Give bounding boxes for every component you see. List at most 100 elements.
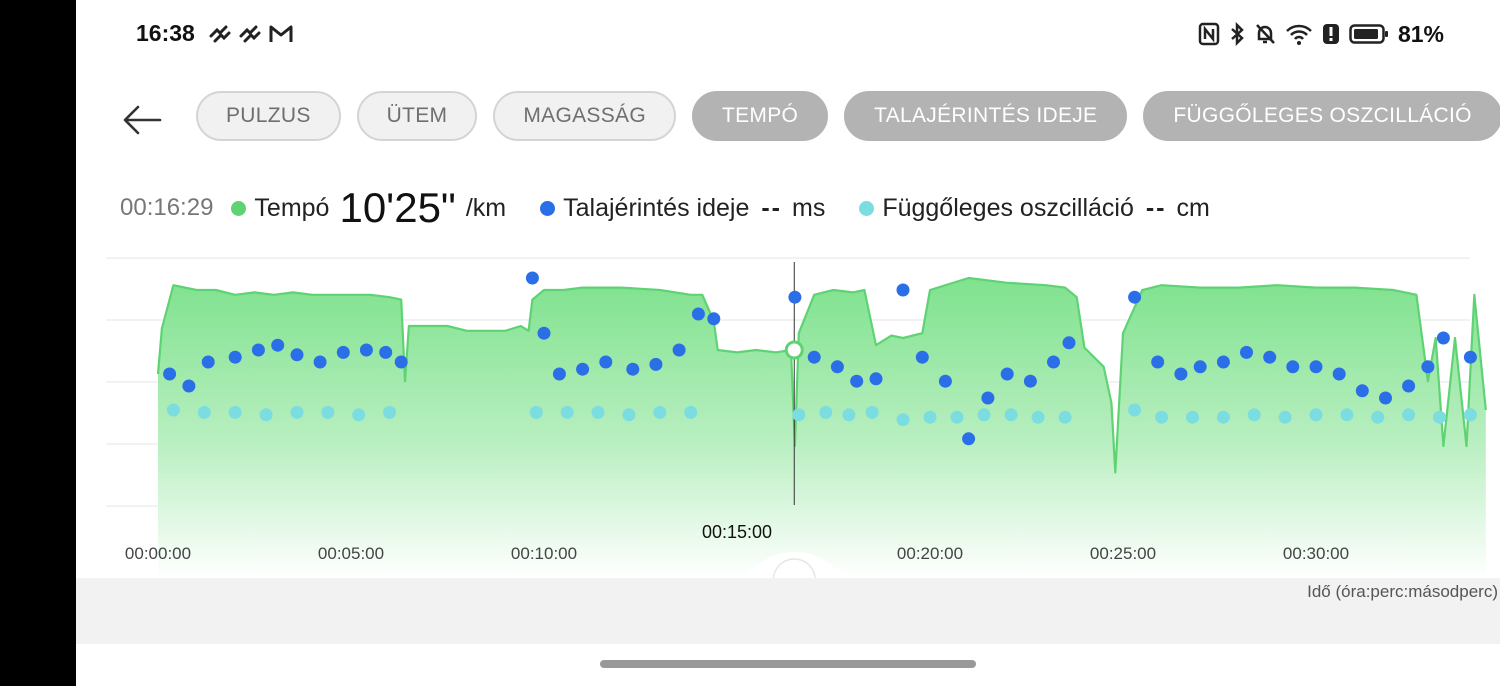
chart[interactable]: 00:00:00 00:05:00 00:10:00 00:15:00 00:20:00… bbox=[76, 250, 1500, 602]
gct-point bbox=[201, 355, 215, 369]
x-tick-label: 00:30:00 bbox=[1283, 544, 1349, 563]
vo-point bbox=[290, 405, 304, 419]
vo-point bbox=[653, 405, 667, 419]
gct-point bbox=[915, 350, 929, 364]
readout-time: 00:16:29 bbox=[120, 194, 214, 221]
vo-point bbox=[1371, 410, 1385, 424]
tab-label: FÜGGŐLEGES OSZCILLÁCIÓ bbox=[1173, 104, 1472, 127]
gct-point bbox=[251, 343, 265, 357]
tab-pulzus[interactable]: PULZUS bbox=[196, 91, 341, 141]
navigation-handle[interactable] bbox=[600, 660, 976, 668]
gct-point bbox=[359, 343, 373, 357]
tab-label: TEMPÓ bbox=[721, 104, 799, 127]
status-bar: 16:38 81% bbox=[76, 0, 1500, 68]
battery-icon bbox=[1349, 24, 1388, 44]
vo-point bbox=[1058, 410, 1072, 424]
gct-point bbox=[807, 350, 821, 364]
vo-point bbox=[1433, 410, 1446, 424]
gct-point bbox=[1463, 350, 1477, 364]
gct-value: -- bbox=[761, 193, 782, 222]
gct-point bbox=[1151, 355, 1165, 369]
gct-points bbox=[163, 271, 1477, 446]
gct-point bbox=[1332, 367, 1346, 381]
bluetooth-icon bbox=[1231, 22, 1244, 46]
gct-point bbox=[599, 355, 613, 369]
gct-point bbox=[672, 343, 686, 357]
pace-label: Tempó bbox=[254, 193, 330, 222]
cursor-point bbox=[784, 340, 804, 360]
gct-point bbox=[1240, 345, 1253, 359]
vo-point bbox=[228, 405, 242, 419]
system-status: 81% bbox=[1198, 20, 1444, 48]
tab-label: MAGASSÁG bbox=[523, 104, 646, 127]
back-arrow-icon bbox=[123, 105, 162, 135]
back-button[interactable] bbox=[120, 98, 164, 142]
gct-point bbox=[1402, 379, 1416, 393]
gct-point bbox=[896, 283, 910, 297]
vo-point bbox=[529, 405, 543, 419]
vo-point bbox=[1309, 408, 1323, 422]
gct-point bbox=[1286, 360, 1300, 374]
gct-point bbox=[626, 362, 640, 376]
vo-point bbox=[1004, 408, 1018, 422]
nfc-icon bbox=[1198, 22, 1220, 46]
pace-area bbox=[156, 276, 1487, 578]
vo-point bbox=[1278, 410, 1292, 424]
bottom-panel bbox=[76, 578, 1500, 644]
gct-point bbox=[1000, 367, 1014, 381]
gct-point bbox=[537, 326, 551, 340]
gct-point bbox=[830, 360, 844, 374]
gct-point bbox=[649, 357, 663, 371]
gct-point bbox=[525, 271, 539, 285]
notification-icons bbox=[208, 22, 294, 46]
gct-unit: ms bbox=[792, 193, 826, 222]
vo-point bbox=[1031, 410, 1045, 424]
vo-point bbox=[622, 408, 636, 422]
gct-point bbox=[1436, 331, 1450, 345]
gct-point bbox=[394, 355, 408, 369]
gct-point bbox=[707, 312, 721, 326]
vo-point bbox=[1155, 410, 1169, 424]
gct-point bbox=[379, 345, 393, 359]
tab-talajerintes-ideje[interactable]: TALAJÉRINTÉS IDEJE bbox=[844, 91, 1128, 141]
gct-point bbox=[1023, 374, 1037, 388]
x-tick-label: 00:10:00 bbox=[511, 544, 577, 563]
x-axis-title: Idő (óra:perc:másodperc) bbox=[1307, 582, 1498, 601]
gct-point bbox=[552, 367, 566, 381]
gct-point bbox=[271, 338, 285, 352]
vo-point bbox=[819, 405, 833, 419]
gct-point bbox=[1193, 360, 1207, 374]
tab-label: TALAJÉRINTÉS IDEJE bbox=[874, 104, 1098, 127]
gct-point bbox=[1379, 391, 1392, 405]
tab-utem[interactable]: ÜTEM bbox=[356, 91, 478, 141]
vo-point bbox=[896, 413, 910, 427]
tab-fuggoleges-oszcillacio[interactable]: FÜGGŐLEGES OSZCILLÁCIÓ bbox=[1143, 91, 1500, 141]
vo-points bbox=[166, 403, 1477, 427]
garmin-connect-icon bbox=[209, 25, 231, 43]
gct-point bbox=[938, 374, 952, 388]
tab-tempo[interactable]: TEMPÓ bbox=[691, 91, 829, 141]
vo-point bbox=[842, 408, 856, 422]
gct-point bbox=[336, 345, 350, 359]
vo-point bbox=[923, 410, 937, 424]
vo-point bbox=[560, 405, 574, 419]
vo-point bbox=[950, 410, 964, 424]
vo-unit: cm bbox=[1176, 193, 1210, 222]
tab-magassag[interactable]: MAGASSÁG bbox=[493, 91, 676, 141]
gct-point bbox=[850, 374, 864, 388]
garmin-connect-icon bbox=[239, 25, 261, 43]
vo-point bbox=[792, 408, 806, 422]
pace-unit: /km bbox=[465, 193, 507, 222]
gct-point bbox=[1216, 355, 1230, 369]
x-tick-label-highlighted: 00:15:00 bbox=[702, 522, 772, 542]
gct-point bbox=[691, 307, 705, 321]
gct-point bbox=[1128, 290, 1142, 304]
gct-point bbox=[163, 367, 177, 381]
pace-legend-dot bbox=[231, 200, 247, 216]
vo-point bbox=[1340, 408, 1354, 422]
gct-point bbox=[1309, 360, 1323, 374]
x-tick-label: 00:00:00 bbox=[125, 544, 191, 563]
vo-legend-dot bbox=[859, 200, 875, 216]
x-tick-labels: 00:00:00 00:05:00 00:10:00 00:15:00 00:20:00… bbox=[125, 522, 1349, 563]
gmail-icon bbox=[269, 25, 293, 42]
